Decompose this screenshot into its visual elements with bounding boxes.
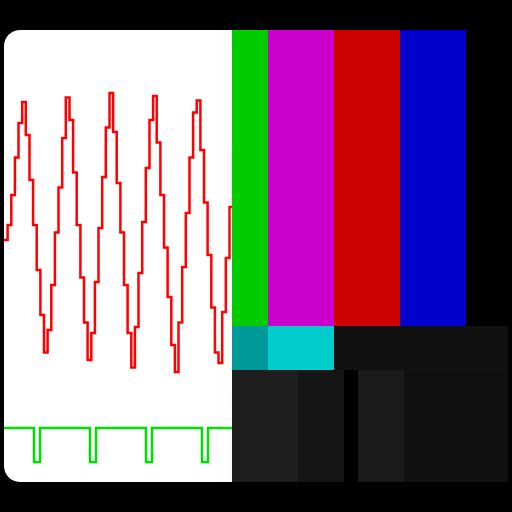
bar-top-1 (268, 30, 334, 326)
bar-bot-3 (358, 370, 404, 482)
bar-low-0 (232, 326, 268, 370)
bar-top-4 (466, 30, 508, 326)
bar-bot-2 (344, 370, 358, 482)
bar-bot-0 (232, 370, 298, 482)
bar-low-2 (334, 326, 508, 370)
bar-top-3 (400, 30, 466, 326)
bar-top-0 (232, 30, 268, 326)
color-bars (232, 30, 508, 482)
bar-top-2 (334, 30, 400, 326)
bar-low-1 (268, 326, 334, 370)
bar-bot-1 (298, 370, 344, 482)
bar-bot-4 (404, 370, 508, 482)
stage (0, 0, 512, 512)
